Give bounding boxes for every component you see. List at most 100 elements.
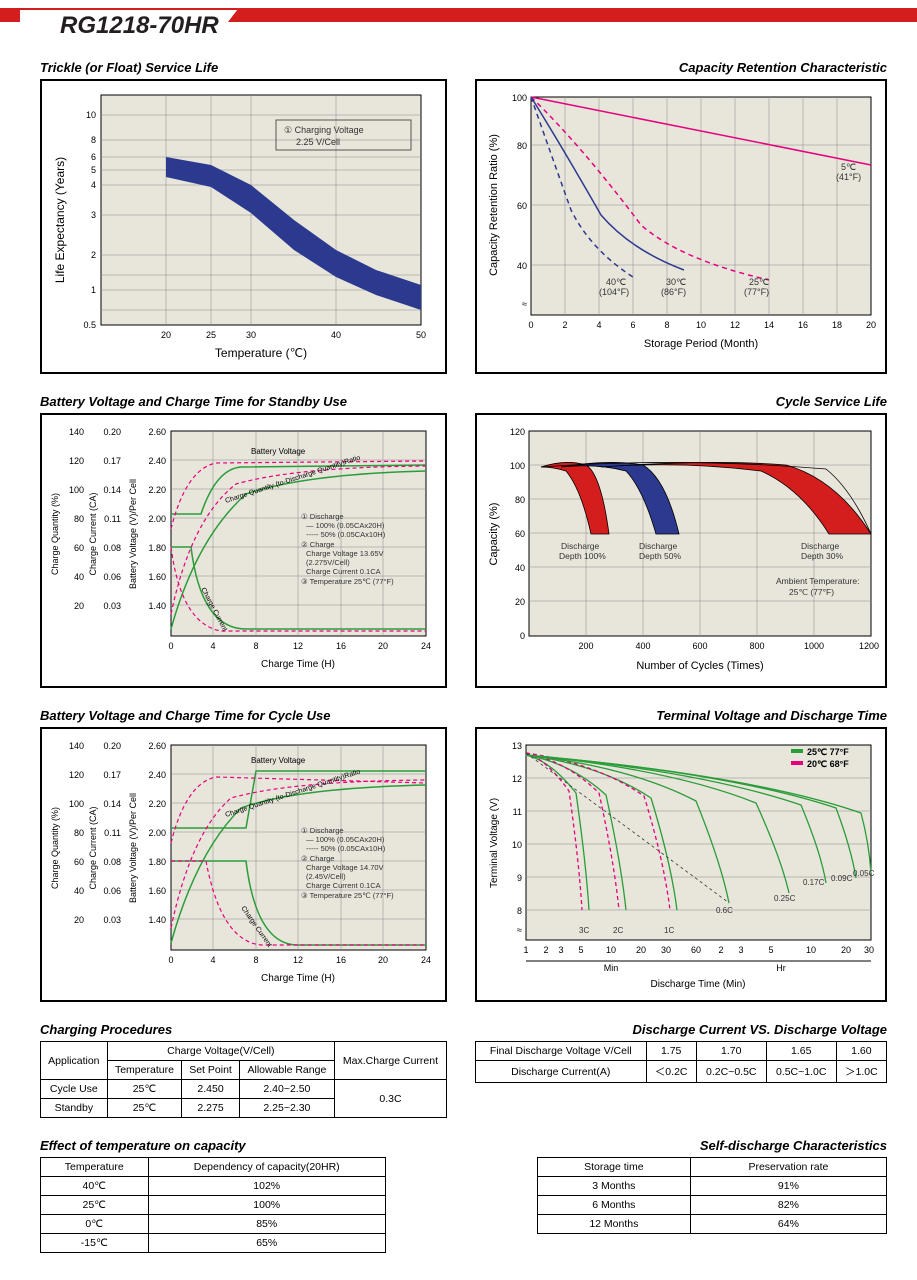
svg-text:100: 100: [69, 799, 84, 809]
svg-text:6: 6: [630, 320, 635, 330]
chart2-xlabel: Storage Period (Month): [644, 338, 758, 350]
section-temp: Effect of temperature on capacity Temper…: [40, 1132, 447, 1253]
svg-text:0.5: 0.5: [83, 320, 96, 330]
svg-text:140: 140: [69, 427, 84, 437]
svg-text:0.03: 0.03: [103, 601, 121, 611]
chart2-box: 40℃(104°F) 30℃(86°F) 25℃(77°F) 5℃(41°F) …: [475, 79, 887, 374]
svg-text:0.25C: 0.25C: [774, 894, 796, 903]
chart1-box: ① Charging Voltage 2.25 V/Cell 1086 543 …: [40, 79, 447, 374]
svg-text:60: 60: [691, 945, 701, 955]
svg-text:18: 18: [832, 320, 842, 330]
svg-text:2C: 2C: [613, 926, 623, 935]
section-discharge: Discharge Current VS. Discharge Voltage …: [475, 1016, 887, 1118]
c3-y2: Charge Current (CA): [88, 492, 98, 575]
th-ar: Allowable Range: [239, 1061, 334, 1080]
svg-text:10: 10: [696, 320, 706, 330]
ts-r10: 6 Months: [537, 1196, 690, 1215]
chart5-box: Battery Voltage Charge Quantity (to-Disc…: [40, 727, 447, 1002]
svg-text:30: 30: [246, 330, 256, 340]
svg-text:Depth 50%: Depth 50%: [639, 551, 681, 561]
svg-text:4: 4: [210, 955, 215, 965]
svg-text:1C: 1C: [664, 926, 674, 935]
ts-r00: 3 Months: [537, 1177, 690, 1196]
dc-c3: 1.60: [836, 1042, 886, 1061]
dc-v0: ＜0.2C: [646, 1061, 696, 1083]
svg-text:100: 100: [512, 93, 527, 103]
svg-text:(104°F): (104°F): [599, 287, 629, 297]
svg-text:40: 40: [74, 886, 84, 896]
svg-text:1.40: 1.40: [148, 915, 166, 925]
tt-r21: 85%: [148, 1215, 385, 1234]
svg-text:2.40: 2.40: [148, 456, 166, 466]
chart2-svg: 40℃(104°F) 30℃(86°F) 25℃(77°F) 5℃(41°F) …: [481, 85, 881, 365]
svg-text:5: 5: [578, 945, 583, 955]
svg-text:2.00: 2.00: [148, 514, 166, 524]
r0-app: Cycle Use: [41, 1080, 108, 1099]
svg-text:2.60: 2.60: [148, 741, 166, 751]
chart6-svg: 25℃ 77°F 20℃ 68°F 3C2C1C 0.6C0.25C 0.17C…: [481, 733, 881, 993]
c3-n4: Charge Voltage 13.65V: [306, 549, 384, 558]
c3-y3: Battery Voltage (V)/Per Cell: [128, 479, 138, 589]
svg-text:2.40: 2.40: [148, 770, 166, 780]
svg-text:11: 11: [513, 807, 522, 817]
svg-text:10: 10: [512, 840, 522, 850]
svg-text:5℃: 5℃: [841, 162, 856, 172]
svg-text:20: 20: [378, 641, 388, 651]
svg-text:Discharge: Discharge: [639, 541, 678, 551]
ts-r20: 12 Months: [537, 1215, 690, 1234]
svg-text:25℃: 25℃: [749, 277, 769, 287]
svg-text:8: 8: [517, 906, 522, 916]
c6-min: Min: [604, 963, 619, 973]
tt-h1: Dependency of capacity(20HR): [148, 1158, 385, 1177]
ts-r11: 82%: [690, 1196, 886, 1215]
chart4-box: DischargeDepth 100% DischargeDepth 50% D…: [475, 413, 887, 688]
c3-n1: — 100% (0.05CAx20H): [306, 521, 385, 530]
svg-text:10: 10: [806, 945, 816, 955]
svg-text:1.80: 1.80: [148, 543, 166, 553]
svg-text:60: 60: [74, 543, 84, 553]
r1-app: Standby: [41, 1099, 108, 1118]
svg-text:0.17: 0.17: [103, 770, 121, 780]
th-temp: Temperature: [107, 1061, 182, 1080]
svg-text:3C: 3C: [579, 926, 589, 935]
tbl-discharge-title: Discharge Current VS. Discharge Voltage: [475, 1022, 887, 1037]
chart1-legend2: 2.25 V/Cell: [296, 137, 340, 147]
svg-text:10: 10: [86, 110, 96, 120]
tbl-charging: Application Charge Voltage(V/Cell) Max.C…: [40, 1041, 447, 1118]
svg-text:5: 5: [768, 945, 773, 955]
svg-text:40: 40: [331, 330, 341, 340]
svg-text:0.14: 0.14: [103, 799, 121, 809]
section-chart6: Terminal Voltage and Discharge Time: [475, 702, 887, 1002]
svg-text:20: 20: [841, 945, 851, 955]
svg-text:80: 80: [517, 141, 527, 151]
c4-amb2: 25℃ (77°F): [789, 587, 834, 597]
svg-text:12: 12: [293, 955, 303, 965]
svg-text:1: 1: [91, 285, 96, 295]
svg-text:25: 25: [206, 330, 216, 340]
svg-text:2.20: 2.20: [148, 485, 166, 495]
chart5-xlabel: Charge Time (H): [261, 973, 335, 984]
tbl-temp-title: Effect of temperature on capacity: [40, 1138, 447, 1153]
svg-text:80: 80: [74, 828, 84, 838]
svg-text:0.06: 0.06: [103, 886, 121, 896]
svg-text:1200: 1200: [859, 641, 879, 651]
r1-sp: 2.275: [182, 1099, 240, 1118]
svg-text:24: 24: [421, 955, 431, 965]
c3-n6: Charge Current 0.1CA: [306, 567, 381, 576]
chart6-box: 25℃ 77°F 20℃ 68°F 3C2C1C 0.6C0.25C 0.17C…: [475, 727, 887, 1002]
svg-text:20: 20: [161, 330, 171, 340]
svg-text:0: 0: [168, 641, 173, 651]
chart1-title: Trickle (or Float) Service Life: [40, 60, 447, 75]
svg-text:80: 80: [74, 514, 84, 524]
svg-text:20: 20: [636, 945, 646, 955]
svg-text:0.11: 0.11: [104, 514, 121, 524]
svg-text:4: 4: [91, 180, 96, 190]
section-chart4: Cycle Service Life DischargeDepth 100% D…: [475, 388, 887, 688]
tbl-charging-title: Charging Procedures: [40, 1022, 447, 1037]
tt-r11: 100%: [148, 1196, 385, 1215]
svg-text:120: 120: [69, 456, 84, 466]
dc-v3: ＞1.0C: [836, 1061, 886, 1083]
svg-text:16: 16: [798, 320, 808, 330]
chart2-title: Capacity Retention Characteristic: [475, 60, 887, 75]
svg-text:(77°F): (77°F): [744, 287, 769, 297]
